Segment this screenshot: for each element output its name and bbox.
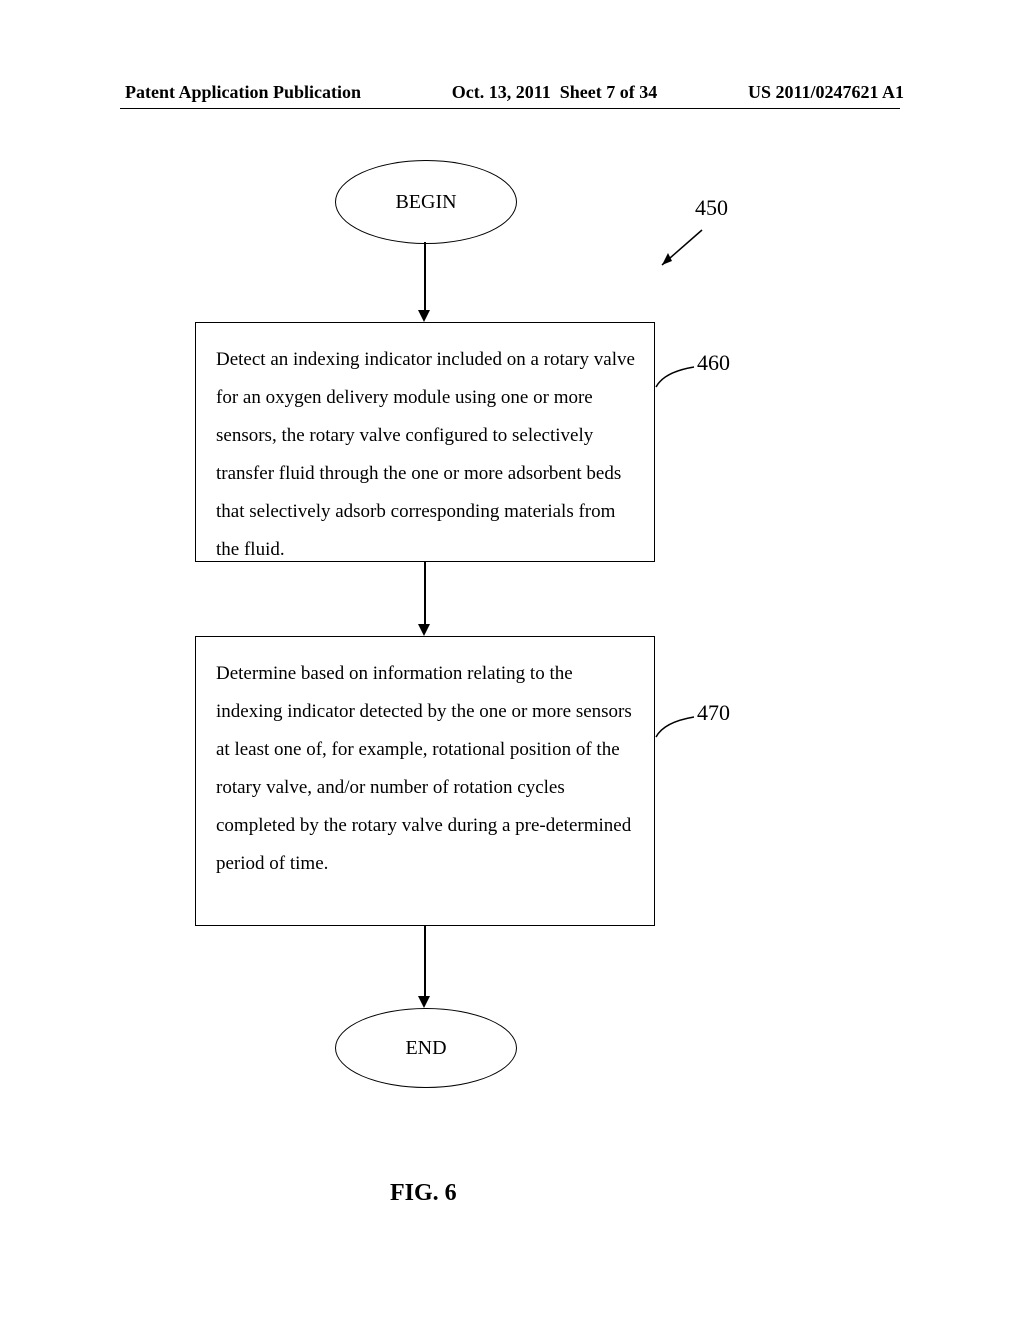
end-terminator: END [335, 1008, 517, 1088]
process-step-460: Detect an indexing indicator included on… [195, 322, 655, 562]
end-label: END [405, 1037, 446, 1060]
step1-text: Detect an indexing indicator included on… [216, 349, 635, 560]
step2-text: Determine based on information relating … [216, 663, 632, 874]
begin-label: BEGIN [395, 191, 456, 214]
leader-470 [654, 712, 699, 742]
leader-460 [654, 362, 699, 392]
leader-450 [650, 225, 710, 275]
process-step-470: Determine based on information relating … [195, 636, 655, 926]
page: Patent Application Publication Oct. 13, … [0, 0, 1024, 1320]
arrow-step2-to-end [424, 926, 426, 998]
ref-450: 450 [695, 195, 728, 221]
header-left: Patent Application Publication [125, 82, 361, 103]
header-date: Oct. 13, 2011 [452, 82, 551, 102]
arrow-head-3 [418, 996, 430, 1008]
arrow-step1-to-step2 [424, 562, 426, 626]
header-pubno: US 2011/0247621 A1 [748, 82, 904, 103]
figure-caption: FIG. 6 [390, 1180, 457, 1207]
header-rule [120, 108, 900, 109]
ref-470: 470 [697, 700, 730, 726]
arrow-begin-to-step1 [424, 242, 426, 312]
begin-terminator: BEGIN [335, 160, 517, 244]
header-sheet: Sheet 7 of 34 [560, 82, 658, 102]
ref-460: 460 [697, 350, 730, 376]
arrow-head-1 [418, 310, 430, 322]
page-header: Patent Application Publication Oct. 13, … [0, 82, 1024, 103]
header-date-sheet: Oct. 13, 2011 Sheet 7 of 34 [452, 82, 658, 103]
arrow-head-2 [418, 624, 430, 636]
